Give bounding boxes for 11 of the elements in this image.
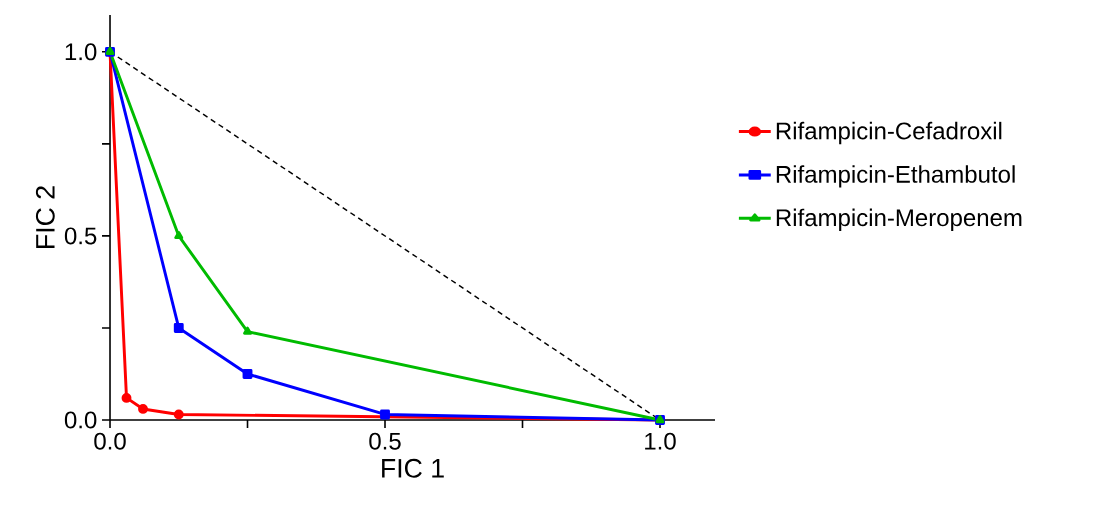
y-tick-label: 1.0 xyxy=(65,43,97,61)
y-tick-label: 0.0 xyxy=(64,411,97,429)
x-tick-label: 0.5 xyxy=(369,432,401,450)
y-tick-label: 0.5 xyxy=(64,227,97,245)
x-tick-label: 0.0 xyxy=(94,432,126,450)
legend-label: Rifampicin-Cefadroxil xyxy=(776,121,1002,145)
x-axis-title: FIC 1 xyxy=(382,458,444,478)
legend-label: Rifampicin-Meropenem xyxy=(776,208,1022,231)
x-tick-label: 1.0 xyxy=(645,432,676,450)
y-axis-title: FIC 2 xyxy=(35,186,55,248)
legend-label: Rifampicin-Ethambutol xyxy=(776,165,1015,188)
